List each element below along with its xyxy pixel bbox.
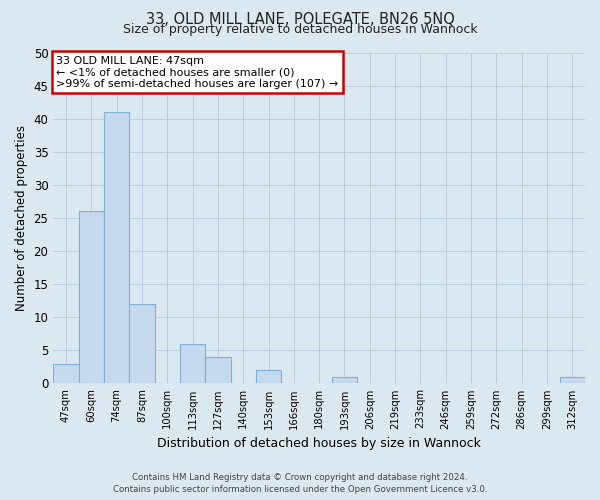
Text: 33 OLD MILL LANE: 47sqm
← <1% of detached houses are smaller (0)
>99% of semi-de: 33 OLD MILL LANE: 47sqm ← <1% of detache… bbox=[56, 56, 338, 89]
Bar bbox=[53, 364, 79, 384]
Bar bbox=[560, 377, 585, 384]
Bar bbox=[205, 357, 230, 384]
Text: 33, OLD MILL LANE, POLEGATE, BN26 5NQ: 33, OLD MILL LANE, POLEGATE, BN26 5NQ bbox=[146, 12, 454, 28]
Bar bbox=[104, 112, 129, 384]
Bar bbox=[332, 377, 357, 384]
X-axis label: Distribution of detached houses by size in Wannock: Distribution of detached houses by size … bbox=[157, 437, 481, 450]
Text: Size of property relative to detached houses in Wannock: Size of property relative to detached ho… bbox=[122, 22, 478, 36]
Bar bbox=[129, 304, 155, 384]
Y-axis label: Number of detached properties: Number of detached properties bbox=[15, 125, 28, 311]
Bar bbox=[79, 212, 104, 384]
Bar bbox=[256, 370, 281, 384]
Text: Contains HM Land Registry data © Crown copyright and database right 2024.
Contai: Contains HM Land Registry data © Crown c… bbox=[113, 473, 487, 494]
Bar bbox=[180, 344, 205, 384]
